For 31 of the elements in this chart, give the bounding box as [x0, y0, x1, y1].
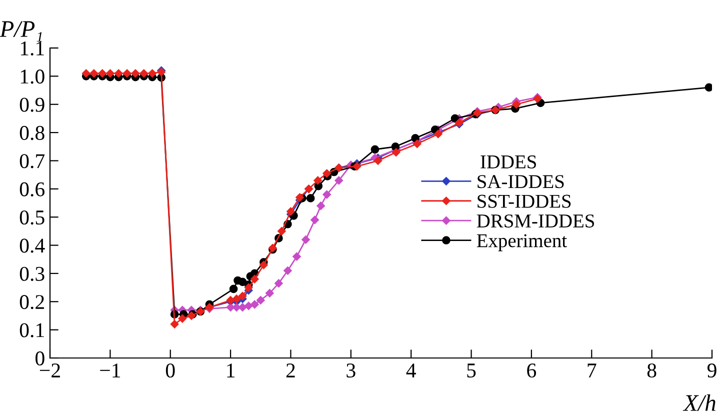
x-tick-label: −2	[40, 364, 60, 378]
x-tick-label: −1	[100, 364, 120, 378]
x-axis-title: X/h	[682, 394, 716, 412]
y-axis-title: P/P₁	[0, 21, 42, 42]
y-tick-label: 0.9	[20, 98, 44, 112]
legend-label: Experiment	[476, 234, 567, 252]
x-tick-label: 1	[227, 364, 235, 378]
y-tick-label: 0.2	[20, 295, 44, 310]
x-tick-label: 8	[647, 363, 656, 378]
y-tick-label: 0.3	[20, 266, 44, 281]
y-tick-label: 0.5	[20, 210, 44, 225]
x-tick-label: 4	[406, 364, 416, 378]
y-tick-label: 0.1	[20, 323, 44, 338]
y-tick-label: 1.0	[20, 70, 44, 84]
x-tick-label: 0	[166, 363, 175, 378]
x-tick-label: 5	[467, 364, 476, 378]
x-tick-label: 9	[707, 364, 716, 378]
y-tick-label: 0	[36, 351, 44, 366]
x-tick-label: 7	[588, 364, 596, 378]
x-tick-label: 6	[527, 364, 536, 378]
legend-label: SST-IDDES	[478, 194, 571, 208]
x-tick-label: 2	[286, 364, 295, 378]
legend-title: IDDES	[480, 155, 536, 168]
y-tick-label: 0.7	[20, 154, 45, 168]
legend-label: DRSM-IDDES	[476, 214, 594, 228]
x-tick-label: 3	[346, 364, 356, 378]
legend-label: SA-IDDES	[478, 175, 564, 188]
y-tick-label: 1.1	[20, 41, 44, 56]
y-tick-label: 0.8	[20, 126, 44, 140]
y-tick-label: 0.6	[20, 182, 45, 196]
y-tick-label: 0.4	[20, 238, 45, 253]
